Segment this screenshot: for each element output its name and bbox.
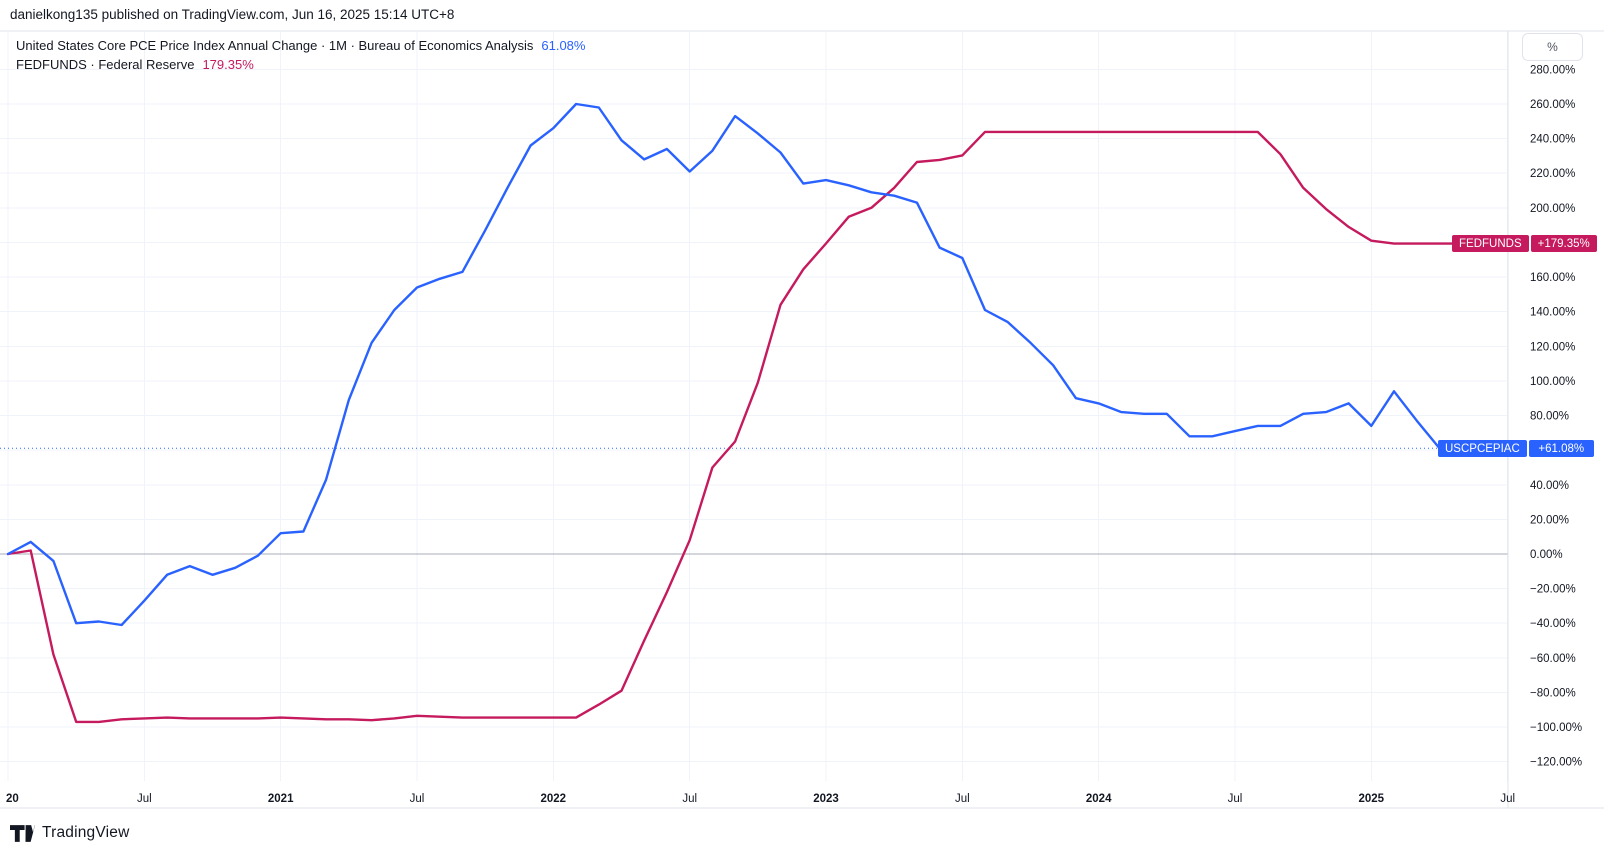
- uscpcepiac-badge-value: +61.08%: [1528, 440, 1594, 457]
- tradingview-logo[interactable]: TradingView: [10, 824, 130, 842]
- time-axis-label: 20: [6, 793, 19, 805]
- percent-scale-button[interactable]: %: [1522, 33, 1583, 61]
- fedfunds-line[interactable]: [6, 130, 1464, 724]
- price-axis-label: 280.00%: [1530, 64, 1575, 76]
- time-axis-label: Jul: [955, 793, 970, 805]
- legend-row-uscpcepiac[interactable]: United States Core PCE Price Index Annua…: [16, 36, 585, 55]
- time-axis-label: 2025: [1359, 793, 1385, 805]
- price-axis-label: 160.00%: [1530, 272, 1575, 284]
- price-axis-label: 100.00%: [1530, 376, 1575, 388]
- fedfunds-badge-label: FEDFUNDS: [1452, 235, 1529, 252]
- time-axis-label: 2022: [541, 793, 567, 805]
- legend-value-fedfunds: 179.35%: [202, 57, 254, 72]
- time-axis-label: Jul: [137, 793, 152, 805]
- legend-title-uscpcepiac: United States Core PCE Price Index Annua…: [16, 38, 534, 53]
- uscpcepiac-price-badge: USCPCEPIAC +61.08%: [1438, 440, 1594, 457]
- uscpcepiac-badge-label: USCPCEPIAC: [1438, 440, 1527, 457]
- time-axis-label: Jul: [682, 793, 697, 805]
- legend-title-fedfunds: FEDFUNDS · Federal Reserve: [16, 57, 195, 72]
- legend-row-fedfunds[interactable]: FEDFUNDS · Federal Reserve 179.35%: [16, 55, 585, 74]
- time-axis[interactable]: 20 Jul 2021 Jul 2022 Jul 2023 Jul 2024 Jul 2025 Jul: [6, 793, 1515, 805]
- price-axis-label: −60.00%: [1530, 653, 1576, 665]
- price-axis-label: 240.00%: [1530, 134, 1575, 146]
- price-axis-label: 140.00%: [1530, 307, 1575, 319]
- price-axis-label: 0.00%: [1530, 549, 1563, 561]
- price-axis[interactable]: 280.00%260.00%240.00%220.00%200.00%180.0…: [1530, 64, 1582, 768]
- price-axis-label: −80.00%: [1530, 688, 1576, 700]
- tradingview-mark-icon: [10, 824, 35, 842]
- price-axis-label: 220.00%: [1530, 168, 1575, 180]
- fedfunds-badge-value: +179.35%: [1530, 235, 1597, 252]
- price-axis-label: −100.00%: [1530, 722, 1582, 734]
- tradingview-logo-text: TradingView: [42, 824, 130, 841]
- legend-value-uscpcepiac: 61.08%: [541, 38, 586, 53]
- price-axis-label: 20.00%: [1530, 514, 1569, 526]
- time-axis-label: 2024: [1086, 793, 1112, 805]
- publish-attribution: danielkong135 published on TradingView.c…: [10, 7, 455, 22]
- price-axis-label: 120.00%: [1530, 341, 1575, 353]
- time-axis-label: Jul: [410, 793, 425, 805]
- price-axis-label: 260.00%: [1530, 99, 1575, 111]
- price-axis-label: −20.00%: [1530, 584, 1576, 596]
- time-axis-label: Jul: [1500, 793, 1515, 805]
- uscpcepiac-line[interactable]: [6, 102, 1441, 627]
- price-axis-label: 200.00%: [1530, 203, 1575, 215]
- time-axis-label: 2023: [813, 793, 839, 805]
- price-axis-label: −120.00%: [1530, 757, 1582, 769]
- price-axis-label: 80.00%: [1530, 411, 1569, 423]
- chart-legend: United States Core PCE Price Index Annua…: [16, 36, 585, 74]
- price-axis-label: 40.00%: [1530, 480, 1569, 492]
- price-axis-label: −40.00%: [1530, 618, 1576, 630]
- fedfunds-price-badge: FEDFUNDS +179.35%: [1452, 235, 1597, 252]
- time-axis-label: Jul: [1228, 793, 1243, 805]
- time-axis-label: 2021: [268, 793, 294, 805]
